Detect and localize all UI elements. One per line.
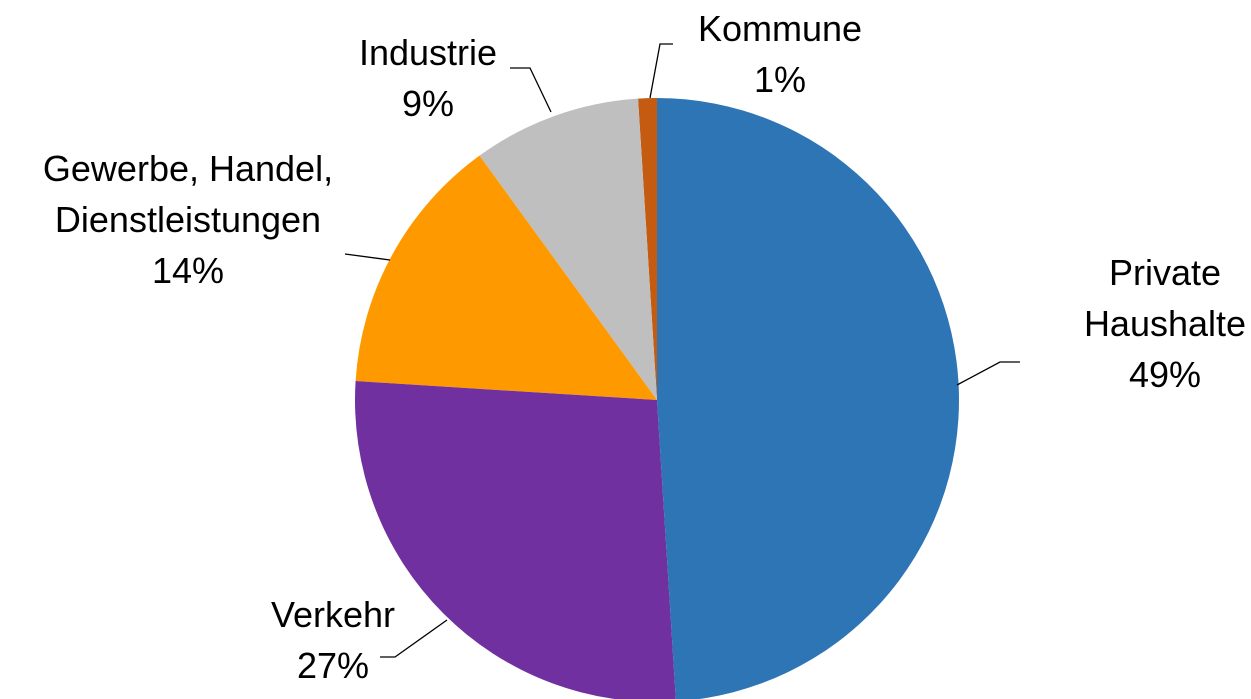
value-label: 14%: [151, 250, 225, 291]
category-label: Verkehr: [270, 594, 396, 635]
leader-line: [344, 253, 391, 261]
slice-label: Kommune 1%: [680, 3, 880, 105]
category-label: Private Haushalte: [1083, 252, 1247, 344]
leader-line: [380, 619, 448, 658]
slice-label: Industrie 9%: [328, 27, 528, 129]
pie-slice: [479, 98, 657, 401]
category-label: Gewerbe, Handel, Dienstleistungen: [42, 148, 334, 240]
value-label: 9%: [401, 83, 455, 124]
leader-line: [510, 67, 552, 113]
slice-label: Private Haushalte 49%: [1065, 247, 1251, 400]
leader-line: [649, 43, 673, 99]
category-label: Kommune: [697, 8, 863, 49]
pie-slice: [355, 155, 657, 400]
slice-label: Gewerbe, Handel, Dienstleistungen 14%: [8, 143, 368, 296]
value-label: 1%: [753, 59, 807, 100]
leader-line: [956, 361, 1020, 386]
category-label: Industrie: [358, 32, 498, 73]
value-label: 49%: [1128, 354, 1202, 395]
pie-slice: [657, 98, 959, 699]
pie-slice: [638, 98, 657, 400]
slice-label: Verkehr 27%: [233, 589, 433, 691]
value-label: 27%: [296, 645, 370, 686]
pie-slice: [355, 381, 676, 699]
